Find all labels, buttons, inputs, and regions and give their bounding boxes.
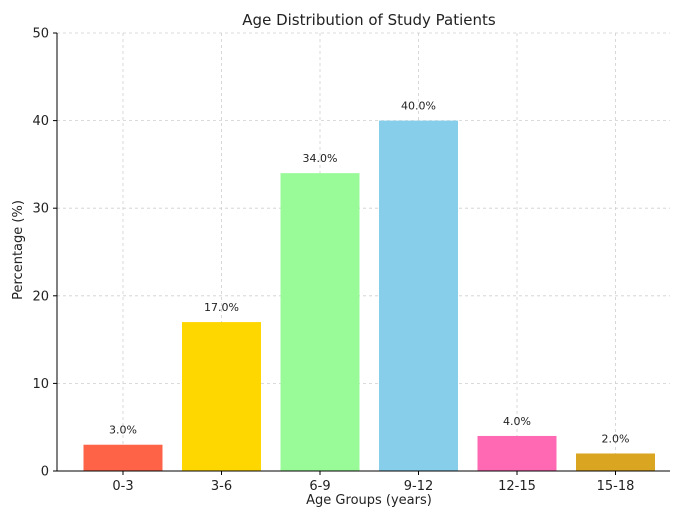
chart-title: Age Distribution of Study Patients bbox=[242, 11, 496, 29]
x-tick-label-3-6: 3-6 bbox=[211, 479, 232, 494]
bar-15-18 bbox=[576, 453, 655, 471]
y-tick-label-30: 30 bbox=[32, 202, 49, 217]
x-tick-label-6-9: 6-9 bbox=[309, 479, 330, 494]
grid bbox=[57, 32, 670, 472]
bar-9-12 bbox=[379, 120, 458, 471]
data-label-6-9: 34.0% bbox=[303, 152, 338, 165]
y-tick-label-0: 0 bbox=[41, 465, 49, 480]
data-label-3-6: 17.0% bbox=[204, 301, 239, 314]
bar-12-15 bbox=[477, 435, 557, 471]
x-tick-label-12-15: 12-15 bbox=[498, 479, 536, 494]
x-axis-label: Age Groups (years) bbox=[306, 493, 432, 508]
y-axis-label: Percentage (%) bbox=[11, 200, 26, 300]
data-label-0-3: 3.0% bbox=[109, 424, 137, 437]
bars bbox=[83, 120, 655, 471]
bar-6-9 bbox=[280, 173, 360, 471]
data-label-12-15: 4.0% bbox=[503, 415, 531, 428]
x-tick-label-9-12: 9-12 bbox=[404, 479, 434, 494]
bar-3-6 bbox=[182, 322, 261, 471]
data-labels: 3.0% 17.0% 34.0% 40.0% 4.0% 2.0% bbox=[109, 100, 629, 446]
x-ticks: 0-3 3-6 6-9 9-12 12-15 15-18 bbox=[112, 471, 634, 494]
x-tick-label-15-18: 15-18 bbox=[597, 479, 635, 494]
data-label-9-12: 40.0% bbox=[401, 100, 436, 113]
axes bbox=[56, 33, 670, 472]
y-tick-label-20: 20 bbox=[32, 289, 49, 304]
y-tick-label-10: 10 bbox=[32, 377, 49, 392]
bar-0-3 bbox=[83, 444, 163, 471]
y-ticks: 0 10 20 30 40 50 bbox=[32, 27, 57, 480]
x-tick-label-0-3: 0-3 bbox=[112, 479, 133, 494]
y-tick-label-40: 40 bbox=[32, 114, 49, 129]
y-tick-label-50: 50 bbox=[32, 27, 49, 42]
data-label-15-18: 2.0% bbox=[602, 432, 630, 445]
